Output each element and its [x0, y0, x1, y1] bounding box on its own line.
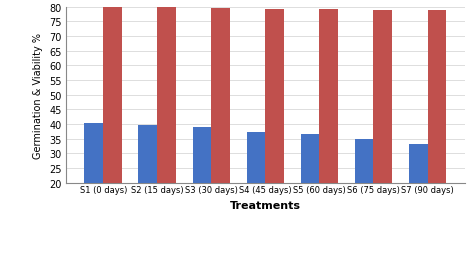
Bar	[265, 10, 284, 241]
Bar	[211, 9, 230, 241]
Bar	[192, 128, 211, 241]
Bar	[157, 8, 176, 241]
Bar	[409, 144, 428, 241]
Y-axis label: Germination & Viability %: Germination & Viability %	[34, 33, 44, 158]
Bar	[355, 140, 374, 241]
X-axis label: Treatments: Treatments	[230, 200, 301, 210]
Bar	[138, 125, 157, 241]
Bar	[84, 124, 103, 241]
Bar	[103, 8, 122, 241]
Bar	[374, 10, 392, 241]
Bar	[319, 10, 338, 241]
Bar	[301, 135, 319, 241]
Bar	[428, 10, 447, 241]
Bar	[246, 133, 265, 241]
